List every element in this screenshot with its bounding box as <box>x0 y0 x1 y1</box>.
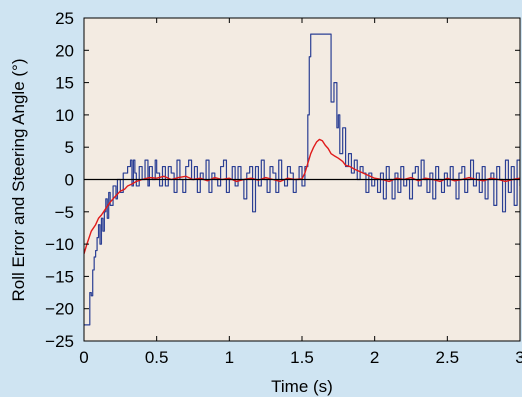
y-tick-label: −20 <box>45 300 74 319</box>
y-tick-label: 20 <box>55 41 74 60</box>
x-tick-label: 0 <box>79 348 88 367</box>
x-tick-label: 1.5 <box>290 348 314 367</box>
series-line-blue <box>84 33 520 326</box>
ticks-layer: 0 0.5 1 1.5 2 2.5 3 −25 −20 −15 −10 −5 0 5 10 15 20 25 <box>45 9 522 367</box>
y-tick-label: 25 <box>55 9 74 28</box>
y-tick-label: 10 <box>55 106 74 125</box>
x-tick-label: 3 <box>515 348 522 367</box>
x-tick-label: 2.5 <box>436 348 460 367</box>
x-tick-label: 2 <box>370 348 379 367</box>
y-tick-label: 5 <box>65 138 74 157</box>
y-tick-label: 15 <box>55 74 74 93</box>
y-tick-label: −25 <box>45 332 74 351</box>
series-layer <box>84 33 520 326</box>
y-tick-label: 0 <box>65 171 74 190</box>
y-axis-title: Roll Error and Steering Angle (°) <box>9 58 28 301</box>
x-tick-label: 1 <box>225 348 234 367</box>
series-line-red <box>84 138 520 254</box>
x-tick-label: 0.5 <box>145 348 169 367</box>
y-tick-label: −5 <box>55 203 74 222</box>
y-tick-label: −15 <box>45 267 74 286</box>
x-axis-title: Time (s) <box>271 377 333 396</box>
y-tick-label: −10 <box>45 235 74 254</box>
